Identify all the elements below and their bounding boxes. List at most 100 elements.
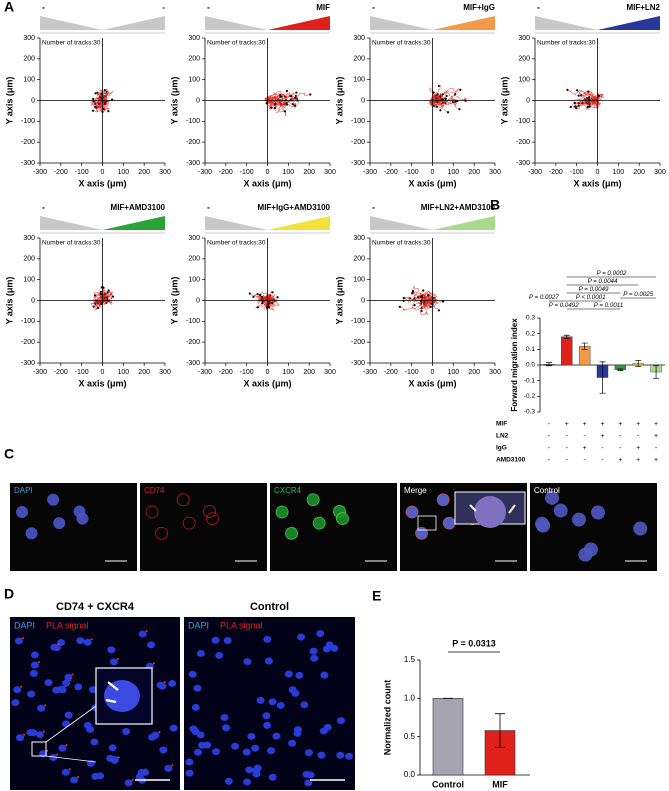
pla-dot	[158, 731, 161, 734]
cell-track	[584, 100, 598, 110]
signal-label: PLA signal	[220, 620, 263, 630]
y-axis-label: Normalized count	[382, 680, 392, 756]
nucleus	[268, 698, 277, 706]
x-tick-label: 300	[654, 169, 666, 176]
cell-track	[92, 300, 103, 307]
nucleus	[147, 641, 156, 649]
y-tick-label: 100	[188, 277, 200, 284]
nucleus	[159, 746, 168, 754]
nucleus	[64, 711, 73, 719]
cell-track	[412, 292, 433, 302]
nucleus	[70, 776, 79, 784]
nucleus	[90, 738, 99, 746]
condition-name: AMD3100	[496, 457, 526, 464]
nucleus	[30, 661, 39, 669]
nucleus	[304, 779, 313, 787]
nucleus	[263, 635, 272, 643]
y-tick-label: 0.5	[404, 732, 416, 741]
y-tick-label: -300	[21, 160, 35, 167]
nucleus	[193, 684, 202, 692]
x-tick-label: -300	[363, 169, 377, 176]
x-tick-label: Control	[432, 779, 464, 789]
track-end	[439, 95, 442, 98]
y-tick-label: -200	[21, 339, 35, 346]
cell	[25, 527, 38, 540]
x-tick-label: 0	[431, 369, 435, 376]
condition-sign: -	[548, 457, 551, 464]
nucleus	[35, 731, 44, 739]
inset-source	[31, 741, 47, 757]
header-left: -	[207, 2, 210, 12]
header-left: -	[42, 202, 45, 212]
nucleus	[220, 714, 229, 722]
track-end	[259, 293, 262, 296]
nucleus	[52, 686, 61, 694]
cell-track	[573, 90, 598, 104]
cell	[155, 526, 168, 540]
bar	[561, 336, 573, 366]
track-note: Number of tracks:30	[42, 240, 101, 247]
cell-track	[267, 96, 290, 107]
x-tick-label: -100	[570, 169, 584, 176]
track-end	[309, 93, 312, 96]
condition-sign: +	[654, 457, 658, 464]
condition-sign: -	[566, 457, 569, 464]
track-end	[580, 94, 583, 97]
panel-letter: E	[372, 588, 381, 604]
condition-name: MIF	[496, 421, 507, 428]
pla-dot	[20, 685, 23, 688]
track-note: Number of tracks:30	[207, 40, 266, 47]
cell-track	[91, 98, 103, 108]
cell-track	[429, 97, 444, 107]
nucleus	[253, 764, 262, 772]
nucleus	[252, 770, 261, 778]
y-tick-label: -300	[351, 360, 365, 367]
y-tick-label: 0	[361, 97, 365, 104]
track-end	[451, 100, 454, 104]
x-tick-label: -300	[33, 169, 47, 176]
y-tick-label: 0.2	[526, 330, 535, 337]
x-tick-label: 100	[447, 369, 459, 376]
inset-lines	[45, 705, 97, 763]
y-tick-label: 0	[361, 297, 365, 304]
nucleus	[64, 673, 73, 681]
pla-dot	[42, 730, 45, 733]
pla-dot	[77, 775, 80, 778]
nucleus	[309, 647, 318, 655]
pla-dot	[56, 753, 59, 756]
x-tick-label: 200	[138, 369, 150, 376]
y-tick-label: -100	[516, 118, 530, 125]
nucleus	[319, 727, 328, 735]
nucleus	[164, 764, 173, 772]
x-tick-label: -300	[363, 369, 377, 376]
pla-dot	[65, 744, 68, 747]
gradient-left	[370, 16, 433, 30]
panel-letter: D	[4, 586, 14, 602]
y-axis-label: Y axis (μm)	[334, 277, 344, 325]
cell	[336, 512, 349, 526]
track-end	[577, 94, 580, 97]
track-end	[588, 105, 591, 108]
x-axis-label: X axis (μm)	[243, 178, 291, 188]
header-left: -	[372, 202, 375, 212]
track-end	[273, 106, 277, 110]
condition-sign: +	[636, 457, 640, 464]
track-end	[97, 306, 100, 309]
nucleus	[247, 732, 256, 740]
nucleus	[317, 751, 326, 759]
x-tick-label: 100	[117, 369, 129, 376]
error-bar	[545, 362, 552, 367]
nucleus	[224, 777, 233, 785]
error-bar	[563, 334, 570, 339]
track-end	[99, 292, 102, 296]
p-value: P = 0.0025	[623, 291, 653, 298]
y-tick-label: 200	[188, 56, 200, 63]
nucleus	[86, 725, 95, 733]
track-end	[573, 105, 576, 108]
x-tick-label: 300	[324, 169, 336, 176]
condition-sign: +	[583, 421, 587, 428]
nucleus	[13, 686, 22, 694]
gradient-right	[432, 216, 495, 230]
x-tick-label: 100	[117, 169, 129, 176]
track-end	[267, 302, 270, 305]
